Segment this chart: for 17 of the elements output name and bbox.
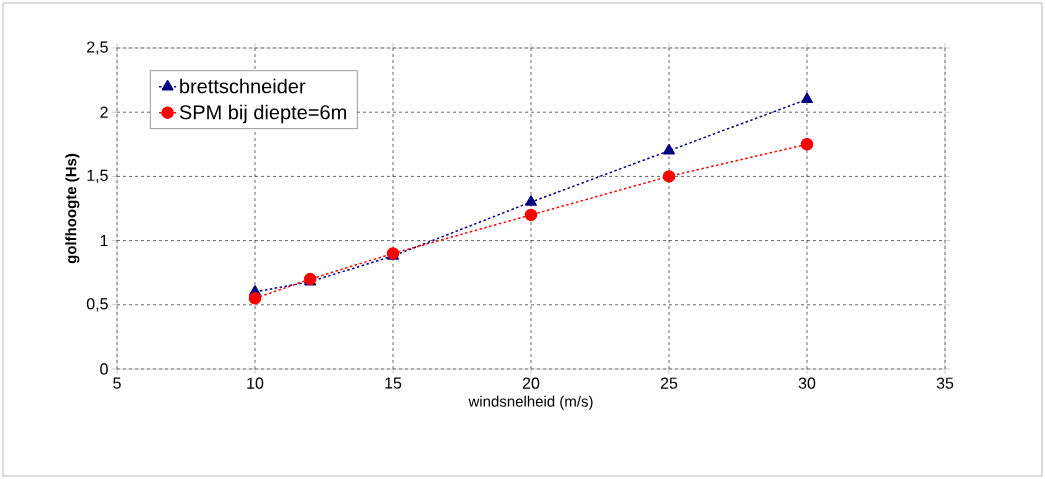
y-axis-title: golfhoogte (Hs) (65, 153, 80, 264)
x-tick-label: 15 (385, 377, 402, 389)
x-axis-title: windsnelheid (m/s) (468, 395, 593, 410)
y-tick-label: 1 (100, 235, 108, 247)
y-tick-label: 1,5 (87, 169, 108, 183)
x-tick-label: 20 (522, 377, 540, 389)
x-tick-label: 35 (936, 377, 954, 389)
y-tick-label: 0 (100, 363, 108, 375)
y-tick-label: 0,5 (86, 298, 108, 312)
x-tick-label: 25 (660, 377, 678, 389)
x-tick-label: 5 (113, 377, 121, 389)
x-tick-label: 10 (247, 377, 264, 389)
y-tick-label: 2,5 (87, 41, 108, 55)
legend-label: brettschneider (180, 78, 306, 94)
y-tick-label: 2 (100, 106, 108, 118)
x-tick-label: 30 (798, 377, 816, 389)
legend-label: SPM bij diepte=6m (179, 104, 346, 124)
